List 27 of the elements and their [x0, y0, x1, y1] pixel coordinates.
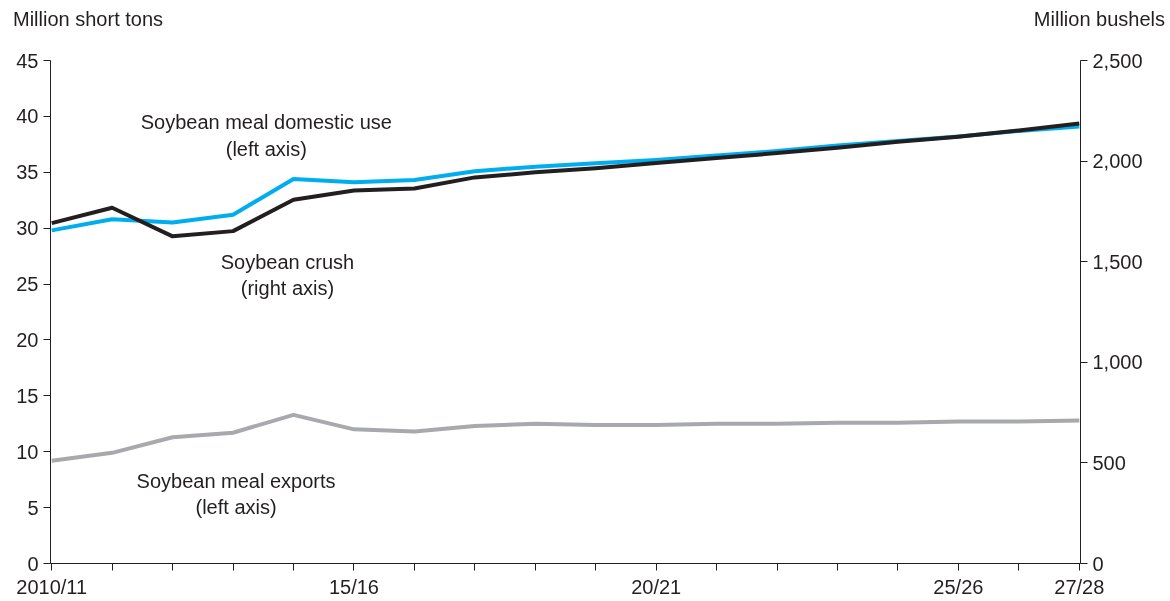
y-tick-label: 20 [16, 328, 39, 351]
x-tick-label: 20/21 [631, 575, 682, 598]
x-tick-label: 25/26 [933, 575, 984, 598]
x-tick-label: 15/16 [328, 575, 379, 598]
series-label: Soybean meal exports (left axis) [136, 470, 336, 519]
y2-tick-label: 500 [1092, 451, 1126, 474]
y2-tick-label: 2,500 [1092, 49, 1143, 72]
y-tick-label: 10 [16, 440, 39, 463]
y-tick-label: 25 [16, 273, 39, 296]
y2-tick-label: 1,500 [1092, 250, 1143, 273]
y2-axis-title: Million bushels [1033, 7, 1165, 32]
y2-tick-label: 1,000 [1092, 351, 1143, 374]
x-tick-label: 27/28 [1054, 575, 1105, 598]
y-tick-label: 5 [27, 496, 39, 519]
y2-tick-label: 0 [1092, 552, 1104, 575]
y-axis-title: Million short tons [13, 7, 164, 32]
series-label: Soybean crush (right axis) [220, 250, 355, 300]
y-tick-label: 30 [16, 217, 39, 240]
series-label: Soybean meal domestic use (left axis) [140, 111, 392, 160]
y-tick-label: 15 [16, 384, 39, 407]
y-tick-label: 35 [16, 161, 39, 184]
y-tick-label: 40 [16, 105, 39, 128]
y-tick-label: 0 [27, 552, 39, 575]
line-series [50, 412, 1081, 463]
x-tick-label: 2010/11 [16, 575, 88, 598]
y-tick-label: 45 [16, 49, 39, 72]
y2-tick-label: 2,000 [1092, 150, 1143, 173]
